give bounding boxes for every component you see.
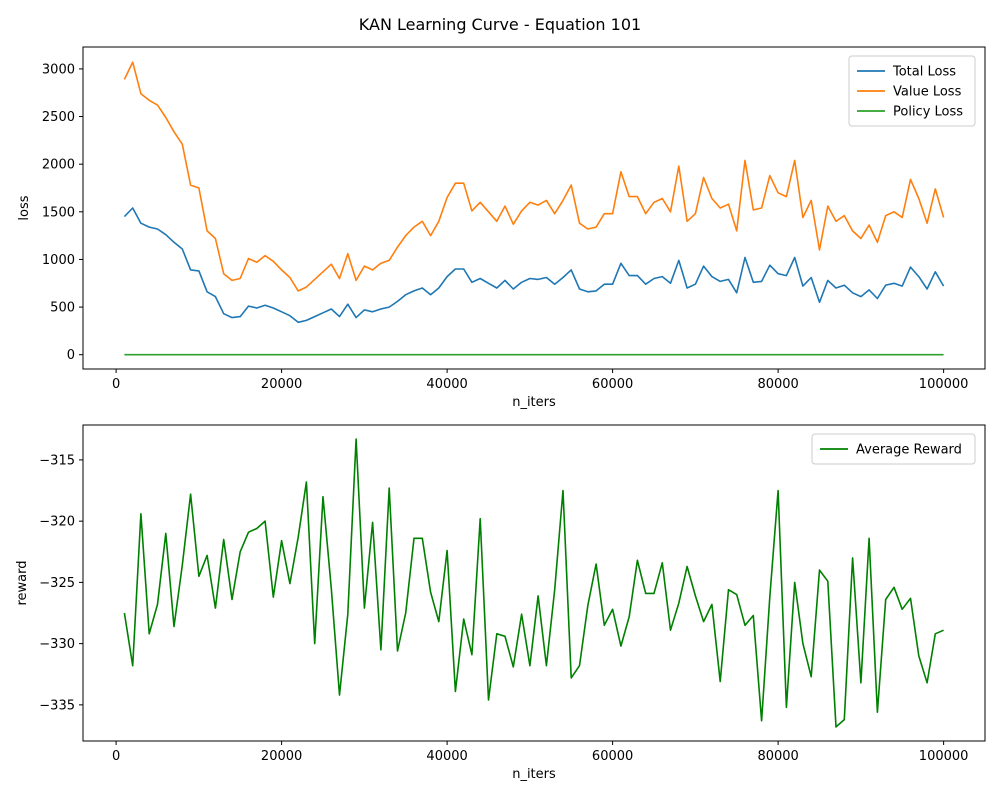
x-axis-label: n_iters (512, 395, 556, 410)
x-tick-label: 20000 (261, 749, 302, 764)
y-tick-label: −315 (39, 453, 75, 468)
x-tick-label: 0 (112, 749, 120, 764)
legend-label: Total Loss (892, 65, 956, 80)
y-tick-label: 1500 (42, 205, 75, 220)
y-tick-label: −335 (39, 698, 75, 713)
legend: Average Reward (811, 433, 976, 465)
y-tick-label: 0 (67, 348, 75, 363)
x-tick-label: 80000 (757, 749, 798, 764)
legend-label: Value Loss (893, 85, 962, 100)
loss-chart: 0 20000 40000 60000 80000 100000 0 500 1000 1500 2… (17, 46, 986, 410)
legend-box (811, 433, 976, 465)
x-axis-label: n_iters (512, 767, 556, 782)
legend-label: Average Reward (856, 443, 962, 458)
figure-title: KAN Learning Curve - Equation 101 (359, 15, 641, 34)
x-tick-label: 20000 (261, 377, 302, 392)
series-line-average-reward (123, 438, 944, 728)
y-axis-label: reward (15, 560, 30, 605)
y-tick-label: 2500 (42, 110, 75, 125)
x-tick-label: 100000 (919, 749, 969, 764)
y-axis-label: loss (17, 195, 32, 220)
y-tick-label: 3000 (42, 62, 75, 77)
y-tick-label: 2000 (42, 158, 75, 173)
x-tick-label: 60000 (592, 749, 633, 764)
legend-box (848, 55, 976, 127)
y-tick-label: 1000 (42, 253, 75, 268)
series-line-value-loss (123, 61, 945, 292)
x-tick-label: 40000 (426, 377, 467, 392)
x-tick-label: 100000 (919, 377, 969, 392)
x-tick-label: 40000 (426, 749, 467, 764)
y-tick-label: −320 (39, 515, 75, 530)
x-tick-label: 60000 (592, 377, 633, 392)
y-tick-label: 500 (50, 301, 75, 316)
series-line-total-loss (123, 207, 945, 324)
x-tick-label: 0 (112, 377, 120, 392)
y-tick-label: −330 (39, 637, 75, 652)
y-tick-label: −325 (39, 576, 75, 591)
legend: Total Loss Value Loss Policy Loss (848, 55, 976, 127)
x-tick-label: 80000 (757, 377, 798, 392)
axes-frame (82, 46, 986, 370)
legend-label: Policy Loss (893, 105, 963, 120)
axes-frame (82, 424, 986, 742)
reward-chart: 0 20000 40000 60000 80000 100000 −335 −330 −325 −… (15, 424, 986, 782)
